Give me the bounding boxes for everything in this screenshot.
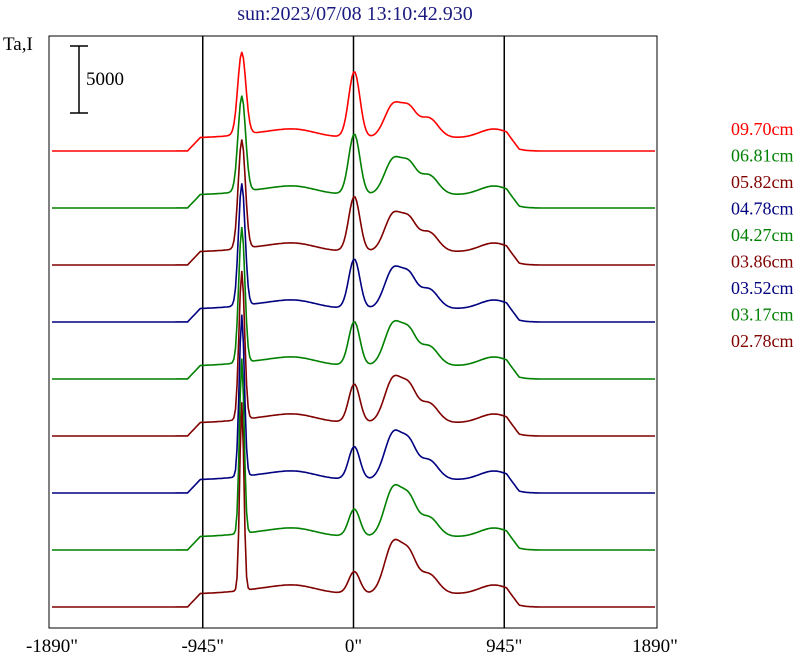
x-tick-label: 1890" [632,636,678,657]
legend-entry: 03.17cm [731,305,794,325]
legend-entry: 05.82cm [731,172,794,192]
traces [52,51,655,608]
chart-title: sun:2023/07/08 13:10:42.930 [237,3,473,25]
legend-entry: 04.27cm [731,225,794,245]
x-tick-label: -945" [181,636,224,657]
y-axis-label: Ta,I [3,34,33,55]
legend-entry: 03.86cm [731,252,794,272]
scale-bar-label: 5000 [86,69,124,90]
legend-entry: 09.70cm [731,119,794,139]
legend-entry: 03.52cm [731,278,794,298]
x-tick-label: 0" [345,636,362,657]
trace-09.70cm [52,51,655,152]
trace-06.81cm [52,95,655,209]
legend-entry: 02.78cm [731,331,794,351]
legend: 09.70cm 06.81cm 05.82cm 04.78cm 04.27cm 03.86… [731,119,794,351]
legend-entry: 06.81cm [731,146,794,166]
trace-05.82cm [52,139,655,266]
trace-03.17cm [52,358,655,551]
trace-03.52cm [52,314,655,494]
x-axis-ticks: -1890" -945" 0" 945" 1890" [26,636,678,657]
trace-04.27cm [52,227,655,380]
x-tick-label: -1890" [26,636,78,657]
trace-04.78cm [52,183,655,323]
legend-entry: 04.78cm [731,199,794,219]
x-tick-label: 945" [486,636,522,657]
scale-bar: 5000 [70,45,124,114]
trace-03.86cm [52,270,655,437]
trace-02.78cm [52,402,655,608]
